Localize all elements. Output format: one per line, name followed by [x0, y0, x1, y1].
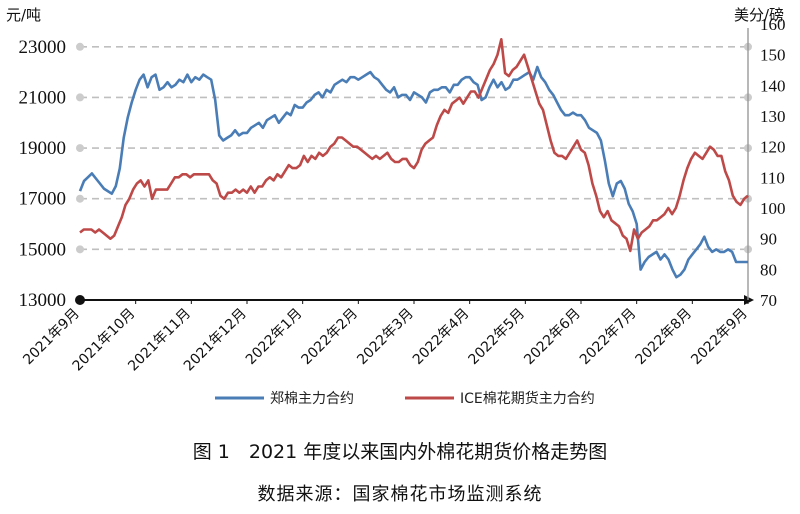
x-tick-label: 2022年8月 [633, 306, 696, 369]
right-axis-unit: 美分/磅 [734, 6, 784, 24]
grid-dot-left [76, 194, 84, 203]
grid-dot-left [76, 93, 84, 102]
left-axis-ticks: 13000 15000 17000 19000 21000 23000 [19, 37, 67, 311]
x-axis-ticks: 2021年9月2021年10月2021年11月2021年12月2022年1月20… [20, 300, 751, 374]
right-tick-label: 160 [760, 15, 786, 34]
x-tick-label: 2022年6月 [521, 306, 584, 369]
x-tick-label: 2022年7月 [577, 306, 640, 369]
right-tick-label: 80 [760, 260, 777, 279]
grid-dot-left [76, 42, 84, 51]
legend-label-zce: 郑棉主力合约 [270, 390, 354, 407]
right-tick-label: 90 [760, 230, 777, 249]
x-tick-label: 2022年9月 [688, 306, 751, 369]
legend: 郑棉主力合约 ICE棉花期货主力合约 [215, 390, 595, 407]
legend-label-ice: ICE棉花期货主力合约 [460, 390, 595, 407]
data-source: 数据来源：国家棉花市场监测系统 [258, 484, 543, 505]
left-tick-label: 19000 [19, 138, 67, 159]
left-tick-label: 23000 [19, 37, 67, 58]
left-tick-label: 15000 [19, 239, 67, 260]
right-tick-label: 100 [760, 199, 786, 218]
series-line-zce [78, 65, 748, 279]
right-tick-label: 120 [760, 138, 786, 157]
series-lines [78, 37, 749, 279]
grid-dot-left [76, 245, 84, 254]
x-axis-arrow [744, 295, 754, 305]
x-tick-label: 2022年5月 [466, 306, 529, 369]
x-tick-label: 2022年2月 [299, 306, 362, 369]
grid-lines [76, 42, 752, 254]
figure-caption: 图 1 2021 年度以来国内外棉花期货价格走势图 [193, 441, 608, 463]
series-line-ice [79, 37, 749, 253]
left-tick-label: 13000 [19, 290, 67, 311]
x-tick-label: 2022年3月 [354, 306, 417, 369]
right-tick-label: 150 [760, 46, 786, 65]
x-tick-label: 2022年4月 [410, 306, 473, 369]
right-tick-label: 70 [760, 291, 777, 310]
left-tick-label: 21000 [19, 87, 67, 108]
right-tick-label: 140 [760, 76, 786, 95]
right-axis-ticks: 70 80 90 100 110 120 130 140 150 160 [760, 15, 786, 310]
grid-dot-left [76, 144, 84, 153]
left-axis-unit: 元/吨 [6, 6, 41, 24]
right-tick-label: 110 [760, 168, 785, 187]
right-tick-label: 130 [760, 107, 786, 126]
left-tick-label: 17000 [19, 189, 67, 210]
x-tick-label: 2022年1月 [243, 306, 306, 369]
